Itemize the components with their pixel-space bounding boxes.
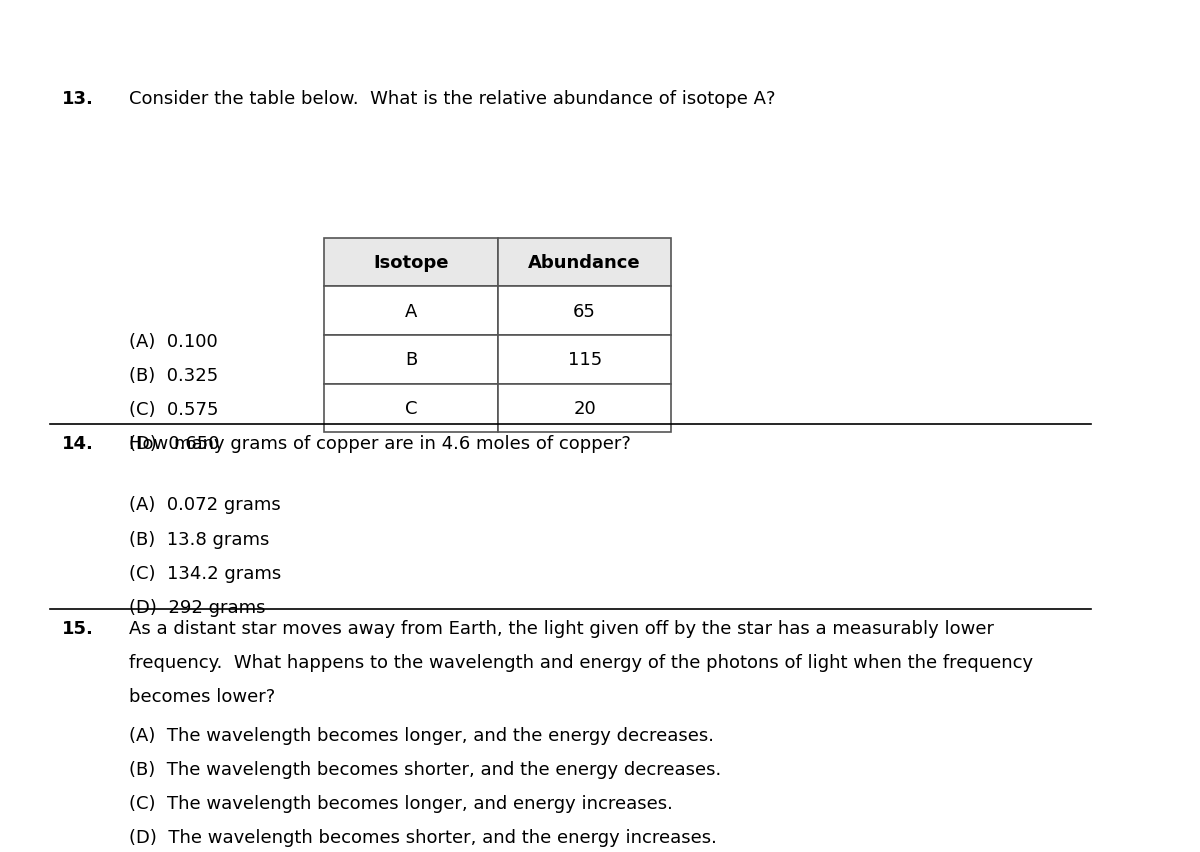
Text: frequency.  What happens to the wavelength and energy of the photons of light wh: frequency. What happens to the wavelengt… (128, 653, 1033, 671)
Text: (C)  The wavelength becomes longer, and energy increases.: (C) The wavelength becomes longer, and e… (128, 794, 672, 812)
Text: 20: 20 (574, 400, 596, 417)
Bar (324, 336, 498, 384)
Text: A: A (406, 302, 418, 320)
Text: 15.: 15. (61, 619, 94, 637)
Text: As a distant star moves away from Earth, the light given off by the star has a m: As a distant star moves away from Earth,… (128, 619, 994, 637)
Bar (498, 287, 671, 336)
Bar (324, 287, 498, 336)
Text: 65: 65 (574, 302, 596, 320)
Text: (D)  The wavelength becomes shorter, and the energy increases.: (D) The wavelength becomes shorter, and … (128, 828, 716, 846)
Text: Consider the table below.  What is the relative abundance of isotope A?: Consider the table below. What is the re… (128, 89, 775, 107)
Text: Isotope: Isotope (373, 254, 449, 272)
Text: (D)  0.650: (D) 0.650 (128, 435, 220, 452)
Bar (498, 336, 671, 384)
Text: (B)  0.325: (B) 0.325 (128, 366, 218, 384)
Bar (498, 384, 671, 433)
Text: B: B (406, 351, 418, 369)
Text: (A)  0.100: (A) 0.100 (128, 332, 217, 350)
Text: 14.: 14. (61, 435, 94, 452)
Text: (B)  13.8 grams: (B) 13.8 grams (128, 530, 269, 548)
Text: How many grams of copper are in 4.6 moles of copper?: How many grams of copper are in 4.6 mole… (128, 435, 630, 452)
Bar (324, 239, 498, 287)
Text: 115: 115 (568, 351, 601, 369)
Text: C: C (404, 400, 418, 417)
Text: (B)  The wavelength becomes shorter, and the energy decreases.: (B) The wavelength becomes shorter, and … (128, 760, 721, 778)
Bar (498, 239, 671, 287)
Text: (A)  0.072 grams: (A) 0.072 grams (128, 496, 281, 514)
Text: becomes lower?: becomes lower? (128, 688, 275, 705)
Text: (A)  The wavelength becomes longer, and the energy decreases.: (A) The wavelength becomes longer, and t… (128, 726, 714, 744)
Text: (D)  292 grams: (D) 292 grams (128, 598, 265, 616)
Text: (C)  134.2 grams: (C) 134.2 grams (128, 564, 281, 582)
Text: Abundance: Abundance (528, 254, 641, 272)
Bar (324, 384, 498, 433)
Text: (C)  0.575: (C) 0.575 (128, 400, 218, 418)
Text: 13.: 13. (61, 89, 94, 107)
